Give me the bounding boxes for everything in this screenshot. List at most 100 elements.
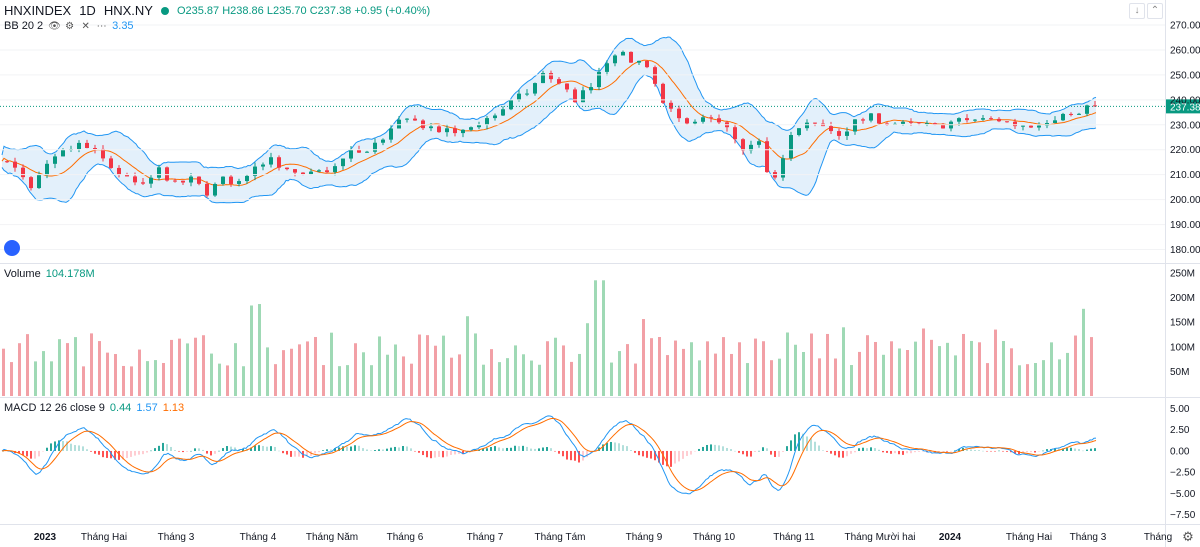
volume-tick-label: 250M [1170,268,1195,279]
macd-histogram-bar [754,450,756,452]
macd-histogram-bar [322,450,324,451]
time-tick-label: Tháng 3 [158,532,195,543]
candle-body [653,67,657,84]
volume-bar [402,356,405,396]
volume-bar [498,362,501,396]
macd-histogram-bar [570,450,572,461]
volume-label[interactable]: Volume [4,268,41,280]
volume-bar [970,340,973,396]
candle-body [221,176,225,184]
macd-histogram-bar [138,450,140,455]
macd-histogram-bar [134,450,136,456]
macd-histogram-bar [1026,450,1028,453]
macd-histogram-bar [498,447,500,451]
candle-body [917,122,921,124]
macd-histogram-bar [346,446,348,451]
macd-histogram-bar [942,450,944,452]
macd-histogram-bar [902,450,904,455]
close-icon[interactable]: ✕ [81,20,90,32]
macd-histogram-bar [1042,450,1044,452]
macd-line-value: 1.57 [136,402,158,414]
volume-bar [338,366,341,396]
macd-histogram-bar [158,445,160,451]
volume-bar [570,361,573,396]
symbol-name[interactable]: HNXINDEX [4,3,72,18]
volume-bar [714,353,717,396]
macd-histogram-bar [974,450,976,451]
macd-label[interactable]: MACD 12 26 close 9 [4,402,105,414]
candle-body [645,60,649,68]
candle-body [533,83,537,94]
candle-body [389,128,393,140]
candle-body [861,119,865,121]
macd-histogram-bar [186,450,188,452]
scroll-down-icon[interactable]: ↓ [1129,3,1145,19]
macd-histogram-bar [938,450,940,452]
candle-body [429,126,433,129]
macd-histogram-bar [802,433,804,451]
more-icon[interactable]: ⋯ [96,20,107,32]
volume-bar [562,345,565,396]
macd-histogram-bar [86,449,88,451]
macd-histogram-bar [558,450,560,454]
macd-histogram-bar [642,450,644,457]
symbol-header: HNXINDEX 1D HNX.NY O235.87 H238.86 L235.… [4,3,430,18]
volume-bar [1090,337,1093,396]
macd-histogram-bar [762,447,764,451]
macd-histogram-bar [210,450,212,456]
volume-bar [618,351,621,396]
macd-histogram-bar [514,445,516,451]
volume-bar [26,334,29,396]
volume-bar [602,280,605,396]
candle-body [765,141,769,173]
macd-histogram-bar [378,449,380,451]
chart-settings-icon[interactable]: ⚙ [1182,530,1194,545]
macd-histogram-bar [1046,449,1048,451]
candle-body [981,118,985,120]
macd-histogram-bar [494,446,496,451]
volume-bar [546,341,549,396]
candle-body [885,123,889,125]
macd-histogram-bar [306,450,308,457]
eye-icon[interactable]: 👁 [48,20,61,32]
macd-histogram-bar [898,450,900,455]
candle-body [573,89,577,103]
candle-body [173,180,177,182]
candle-body [485,118,489,125]
macd-histogram-bar [674,450,676,464]
candle-body [365,151,369,153]
price-tick-label: 200.00 [1170,195,1200,206]
volume-bar [610,362,613,396]
candle-body [877,113,881,124]
interval-label[interactable]: 1D [79,3,96,18]
macd-histogram-bar [258,445,260,451]
candle-body [925,123,929,125]
macd-histogram-bar [770,450,772,455]
macd-histogram-bar [894,450,896,454]
macd-histogram-bar [842,450,844,458]
macd-histogram-bar [998,450,1000,452]
bb-label[interactable]: BB 20 2 [4,20,44,32]
volume-bar [42,351,45,396]
macd-histogram-bar [878,449,880,451]
expand-icon[interactable]: ⌃ [1147,3,1163,19]
candle-body [349,150,353,159]
macd-histogram-bar [226,446,228,451]
macd-histogram-bar [454,450,456,455]
candle-body [685,118,689,124]
macd-histogram-bar [410,448,412,451]
candle-body [901,121,905,124]
macd-histogram-bar [698,448,700,451]
candle-body [621,51,625,56]
volume-bar [1018,365,1021,396]
settings-icon[interactable]: ⚙ [65,20,75,32]
candle-body [245,175,249,182]
volume-bar [786,332,789,396]
macd-histogram-bar [638,450,640,456]
macd-histogram-bar [114,450,116,460]
price-tick-label: 180.00 [1170,245,1200,256]
macd-histogram-bar [418,450,420,453]
volume-bar [290,348,293,396]
volume-bar [922,328,925,396]
